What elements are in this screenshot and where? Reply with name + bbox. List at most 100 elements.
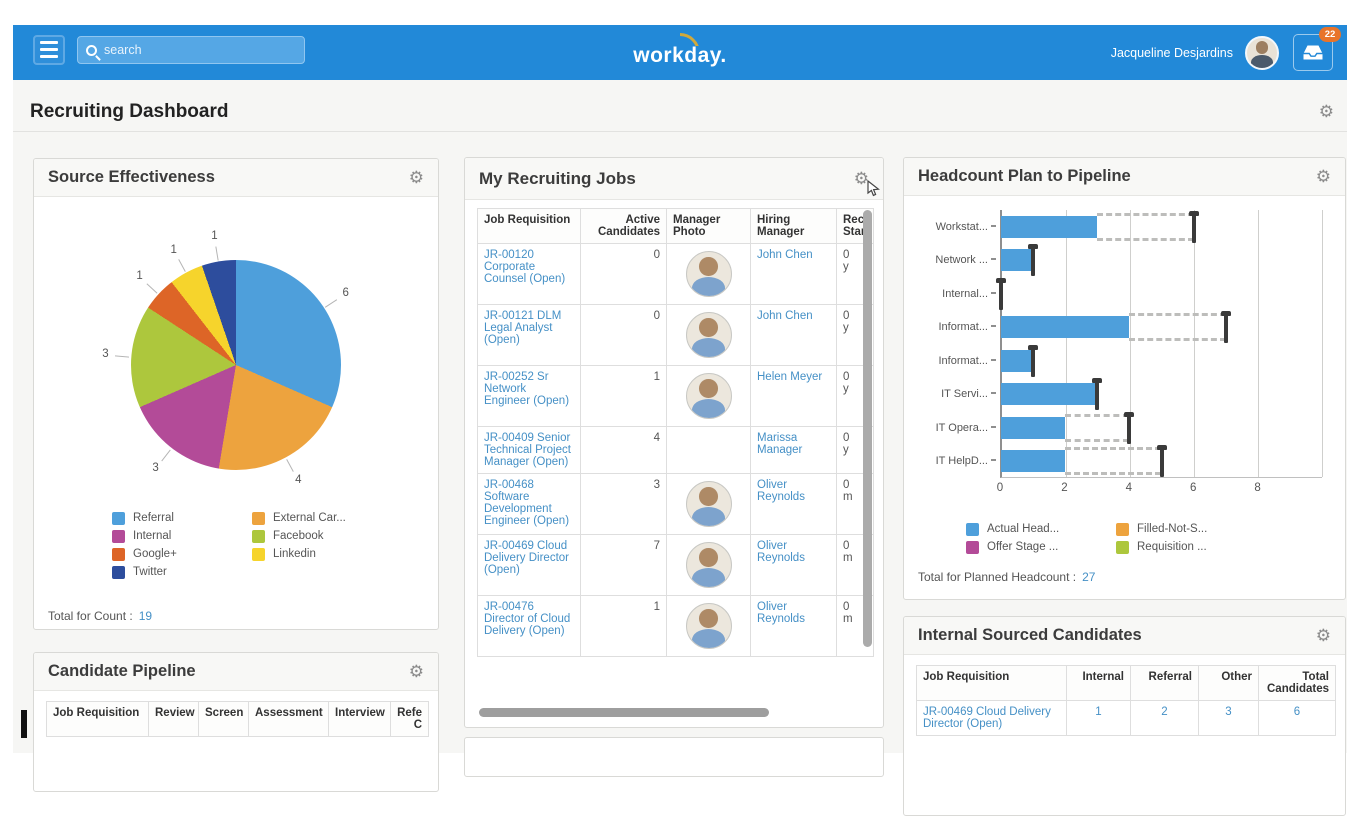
pie-legend-col1: Referral Internal Google+ Twitter [112,509,242,581]
plan-gap-dashes [1097,212,1194,241]
planned-headcount-marker [1188,210,1199,243]
hiring-manager-link[interactable]: Helen Meyer [757,371,823,383]
search-input[interactable] [104,43,274,57]
top-navigation-bar: workday. Jacqueline Desjardins 22 [13,25,1347,80]
plan-gap-dashes [1065,447,1162,476]
active-candidates-cell: 7 [580,534,667,596]
bar-row [996,277,1322,310]
headcount-bar-chart: Workstat... Network ... Internal... Informa… [920,210,1330,510]
legend-item: Referral [112,509,242,527]
job-requisition-link[interactable]: JR-00468 Software Development Engineer (… [484,479,570,527]
job-requisition-link[interactable]: JR-00252 Sr Network Engineer (Open) [484,371,570,407]
job-requisition-link[interactable]: JR-00476 Director of Cloud Delivery (Ope… [484,601,571,637]
hiring-manager-link[interactable]: Oliver Reynolds [757,540,805,564]
jobs-table-body: JR-00120 Corporate Counsel (Open) 0 John C… [477,243,874,657]
internal-sourced-table: Job Requisition Internal Referral Other Tota… [916,665,1336,736]
horizontal-scrollbar[interactable] [479,708,769,717]
legend-swatch [1116,522,1129,536]
job-requisition-cell: JR-00469 Cloud Delivery Director (Open) [916,700,1067,736]
user-name[interactable]: Jacqueline Desjardins [1110,45,1233,60]
internal-table-body: JR-00469 Cloud Delivery Director (Open) 1… [916,700,1336,736]
planned-headcount-marker [1124,411,1135,444]
bar-row [1001,244,1322,277]
manager-photo-cell [666,365,751,427]
headcount-legend-col1: Actual Head... Offer Stage ... [966,520,1096,556]
manager-photo [685,251,732,297]
job-row: JR-00120 Corporate Counsel (Open) 0 John C… [477,243,874,305]
total-planned-link[interactable]: 27 [1082,570,1096,584]
manager-photo [685,603,732,649]
source-effectiveness-gear-icon[interactable]: ⚙ [408,168,424,187]
candidate-pipeline-gear-icon[interactable]: ⚙ [408,662,424,681]
manager-photo-cell [666,304,751,366]
user-avatar[interactable] [1245,35,1279,70]
hiring-manager-link[interactable]: John Chen [757,249,813,261]
planned-headcount-marker [1092,378,1103,411]
planned-headcount-marker [1220,311,1231,344]
referral-count-link[interactable]: 2 [1161,706,1168,718]
actual-headcount-bar [1001,416,1066,439]
headcount-legend-col2: Filled-Not-S... Requisition ... [1116,520,1266,556]
referral-count-cell: 2 [1130,700,1199,736]
x-tick-label: 6 [1189,482,1197,494]
dashboard-gear-icon[interactable]: ⚙ [1318,102,1334,121]
active-candidates-cell: 1 [580,365,667,427]
legend-swatch [966,522,979,536]
job-row: JR-00468 Software Development Engineer (… [477,473,874,535]
job-requisition-link[interactable]: JR-00469 Cloud Delivery Director (Open) [923,706,1051,730]
bar-row [1001,411,1322,444]
manager-photo-cell [666,243,751,305]
manager-photo-cell [666,426,751,474]
job-requisition-link[interactable]: JR-00121 DLM Legal Analyst (Open) [484,310,562,346]
pie-slice-value: 1 [136,270,143,283]
legend-label: External Car... [273,512,346,524]
panel-title: My Recruiting Jobs [479,168,636,188]
source-pie-chart[interactable] [131,260,341,470]
total-count-link[interactable]: 6 [1293,706,1301,718]
other-count-link[interactable]: 3 [1225,706,1232,718]
panel-title: Candidate Pipeline [48,662,196,680]
job-requisition-link[interactable]: JR-00469 Cloud Delivery Director (Open) [484,540,569,576]
hiring-manager-cell: Helen Meyer [750,365,837,427]
active-candidates-cell: 1 [580,595,667,657]
pie-slice-value: 4 [295,474,302,487]
manager-photo [685,312,732,358]
job-requisition-link[interactable]: JR-00120 Corporate Counsel (Open) [484,249,566,285]
pie-slice-value: 1 [211,229,218,242]
legend-swatch [252,529,265,543]
menu-icon[interactable] [33,35,65,65]
total-count-link[interactable]: 19 [138,609,153,623]
actual-headcount-bar [1001,450,1066,473]
pie-label-connector [215,246,219,261]
hiring-manager-link[interactable]: Oliver Reynolds [757,601,805,625]
chart-bars [996,210,1322,478]
legend-label: Facebook [273,530,324,542]
my-recruiting-jobs-gear-icon[interactable]: ⚙ [853,169,869,188]
internal-sourced-gear-icon[interactable]: ⚙ [1315,626,1331,645]
internal-count-link[interactable]: 1 [1095,706,1102,718]
hiring-manager-link[interactable]: John Chen [757,310,813,322]
legend-item: Requisition ... [1116,538,1266,556]
manager-photo [685,542,732,588]
legend-label: Internal [133,530,172,542]
legend-label: Referral [133,512,174,524]
hiring-manager-link[interactable]: Oliver Reynolds [757,479,805,503]
x-tick-label: 0 [996,482,1004,494]
inbox-button[interactable]: 22 [1293,27,1341,71]
hiring-manager-link[interactable]: Marissa Manager [757,432,803,456]
column-header: Manager Photo [666,208,751,244]
search-box[interactable] [77,36,305,64]
bar-row [1001,378,1322,411]
column-header: Other [1198,665,1259,701]
headcount-gear-icon[interactable]: ⚙ [1315,167,1331,186]
job-requisition-link[interactable]: JR-00409 Senior Technical Project Manage… [484,432,571,468]
legend-swatch [1116,540,1129,554]
vertical-scrollbar[interactable] [863,210,872,647]
column-header: Screen [198,701,249,737]
legend-swatch [112,565,125,579]
recruiting-jobs-table: Job Requisition Active Candidates Manager Ph… [477,208,874,657]
total-count-cell: 6 [1258,700,1336,736]
legend-swatch [112,529,125,543]
category-label: IT HelpD... [920,455,996,467]
manager-photo-cell [666,473,751,535]
